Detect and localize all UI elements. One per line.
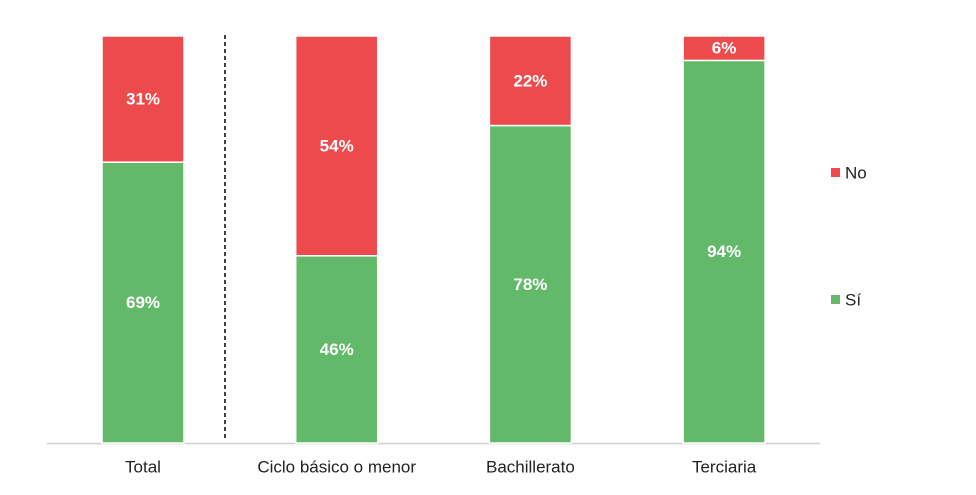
bar-segment (682, 59, 766, 444)
value-label: 22% (513, 71, 547, 90)
legend-swatch (831, 295, 840, 304)
legend-swatch (831, 168, 840, 177)
bar-segment (682, 35, 766, 62)
bar-segment (488, 35, 573, 127)
legend-label: Sí (845, 290, 861, 309)
x-tick-label: Total (125, 457, 161, 476)
value-label: 78% (513, 275, 547, 294)
x-tick-label: Bachillerato (486, 457, 575, 476)
value-label: 94% (707, 242, 741, 261)
value-label: 69% (126, 293, 160, 312)
value-label: 6% (712, 39, 737, 58)
x-tick-label: Ciclo básico o menor (257, 457, 416, 476)
x-tick-label: Terciaria (692, 457, 757, 476)
value-label: 54% (320, 136, 354, 155)
value-label: 31% (126, 90, 160, 109)
bar-segment (101, 35, 185, 163)
legend-label: No (845, 163, 867, 182)
bar-segment (488, 124, 573, 444)
bar-segment (294, 35, 379, 257)
value-label: 46% (320, 340, 354, 359)
